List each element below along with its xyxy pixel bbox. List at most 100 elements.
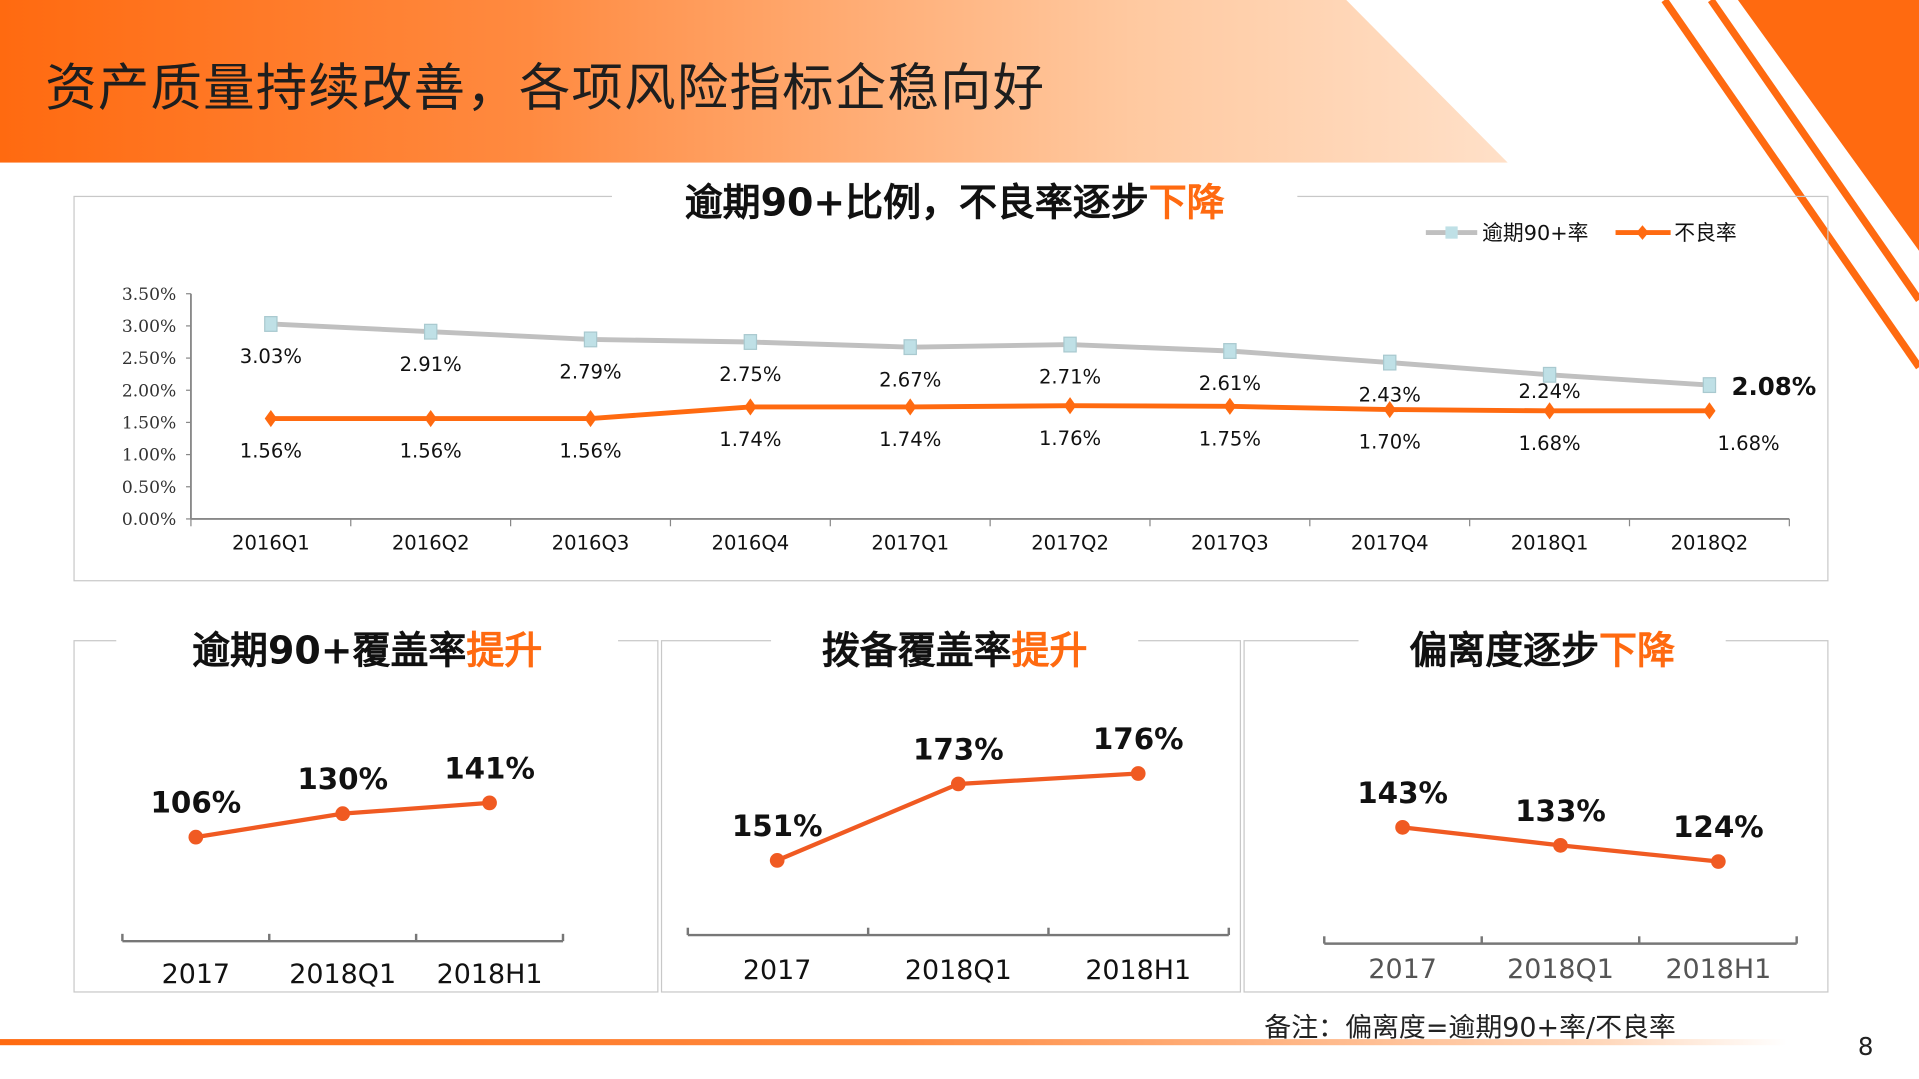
data-label: 1.56% bbox=[240, 440, 302, 463]
point-diamond bbox=[904, 398, 917, 416]
panel-x-label: 2018H1 bbox=[437, 959, 543, 990]
legend-label: 逾期90+率 bbox=[1482, 221, 1588, 245]
x-tick-label: 2017Q1 bbox=[871, 532, 949, 555]
point-diamond bbox=[424, 409, 437, 428]
series-line-0 bbox=[270, 321, 1710, 388]
panel-data-label: 130% bbox=[297, 762, 388, 796]
y-tick-label: 1.50% bbox=[122, 414, 176, 434]
panel-x-label: 2018H1 bbox=[1085, 955, 1191, 986]
data-label: 2.79% bbox=[559, 361, 621, 384]
y-tick-label: 0.00% bbox=[122, 510, 176, 530]
data-label: 1.76% bbox=[1039, 427, 1101, 450]
page-number: 8 bbox=[1857, 1031, 1874, 1062]
legend-label: 不良率 bbox=[1674, 221, 1736, 245]
point-square bbox=[1383, 354, 1397, 371]
point-square bbox=[264, 316, 278, 332]
data-label: 2.71% bbox=[1039, 366, 1101, 389]
panel-x-label: 2018Q1 bbox=[1507, 954, 1614, 985]
panel-data-label: 124% bbox=[1673, 810, 1764, 844]
data-label: 1.68% bbox=[1717, 432, 1779, 455]
legend-marker-grey bbox=[1445, 226, 1458, 239]
panel-x-label: 2017 bbox=[162, 959, 230, 990]
footnote: 备注：偏离度=逾期90+率/不良率 bbox=[1264, 1013, 1676, 1044]
title-highlight: 下降 bbox=[1599, 629, 1675, 674]
panel-data-label: 173% bbox=[913, 732, 1004, 766]
data-label: 3.03% bbox=[240, 345, 302, 368]
point-diamond bbox=[1703, 402, 1716, 420]
title-text: 逾期90+覆盖率 bbox=[192, 629, 467, 674]
panel2-title: 拨备覆盖率提升 bbox=[771, 619, 1139, 675]
panel-x-label: 2018H1 bbox=[1665, 954, 1771, 985]
point-square bbox=[743, 334, 758, 350]
data-label: 2.08% bbox=[1731, 372, 1816, 401]
panel-data-label: 176% bbox=[1093, 722, 1184, 756]
x-tick-label: 2016Q2 bbox=[392, 532, 470, 555]
x-tick-label: 2018Q2 bbox=[1671, 532, 1749, 555]
y-tick-label: 0.50% bbox=[122, 478, 176, 498]
title-highlight: 下降 bbox=[1148, 181, 1225, 226]
data-label: 1.68% bbox=[1518, 432, 1580, 455]
panel-data-label: 133% bbox=[1515, 794, 1606, 828]
data-label: 1.74% bbox=[879, 428, 941, 451]
panel-point bbox=[1711, 854, 1726, 869]
panel-point bbox=[1395, 820, 1410, 835]
data-label: 2.75% bbox=[719, 363, 781, 386]
panel-data-label: 141% bbox=[444, 751, 535, 785]
data-label: 1.70% bbox=[1359, 431, 1421, 454]
panel-x-label: 2018Q1 bbox=[905, 955, 1012, 986]
y-tick-label: 1.00% bbox=[122, 446, 176, 466]
panel-x-label: 2018Q1 bbox=[289, 959, 396, 990]
x-tick-label: 2017Q3 bbox=[1191, 532, 1269, 555]
series-line-1 bbox=[270, 403, 1710, 422]
panel-point bbox=[188, 829, 204, 845]
panel1-title: 逾期90+覆盖率提升 bbox=[116, 619, 619, 675]
panel-data-label: 151% bbox=[732, 809, 823, 843]
top-chart-title: 逾期90+比例，不良率逐步下降 bbox=[611, 171, 1298, 227]
data-label: 1.56% bbox=[559, 440, 621, 463]
panel-x-label: 2017 bbox=[743, 955, 811, 986]
data-label: 1.56% bbox=[400, 440, 462, 463]
y-tick-label: 3.00% bbox=[122, 317, 176, 337]
point-square bbox=[423, 323, 438, 340]
title-banner bbox=[0, 0, 1508, 163]
data-label: 2.43% bbox=[1359, 384, 1421, 407]
point-diamond bbox=[1543, 402, 1556, 420]
title-text: 偏离度逐步 bbox=[1409, 629, 1600, 674]
x-tick-label: 2018Q1 bbox=[1511, 532, 1589, 555]
point-square bbox=[1542, 366, 1557, 383]
point-square bbox=[903, 339, 917, 356]
title-highlight: 提升 bbox=[1011, 629, 1088, 674]
point-square bbox=[1702, 377, 1717, 394]
title-text: 拨备覆盖率 bbox=[821, 629, 1012, 674]
bottom-line bbox=[0, 1039, 1787, 1046]
point-diamond bbox=[744, 398, 757, 416]
point-diamond bbox=[264, 409, 277, 428]
panel-point bbox=[335, 806, 351, 821]
point-diamond bbox=[1383, 400, 1396, 419]
point-diamond bbox=[584, 409, 597, 428]
x-tick-label: 2016Q1 bbox=[232, 532, 310, 555]
x-tick-label: 2017Q2 bbox=[1031, 532, 1109, 555]
point-diamond bbox=[1223, 397, 1237, 415]
panel-x-label: 2017 bbox=[1368, 954, 1436, 985]
legend-marker-orange bbox=[1636, 225, 1649, 240]
data-label: 2.91% bbox=[400, 353, 462, 376]
page-title: 资产质量持续改善，各项风险指标企稳向好 bbox=[45, 57, 1046, 118]
data-label: 1.75% bbox=[1199, 427, 1261, 450]
panel-point bbox=[1553, 838, 1568, 853]
data-label: 2.61% bbox=[1199, 372, 1261, 395]
data-label: 1.74% bbox=[719, 428, 781, 451]
point-square bbox=[1223, 343, 1237, 359]
y-tick-label: 2.00% bbox=[122, 381, 176, 401]
panel-point bbox=[950, 776, 966, 792]
point-square bbox=[583, 331, 598, 348]
x-tick-label: 2017Q4 bbox=[1351, 532, 1429, 555]
panel-data-label: 143% bbox=[1357, 776, 1448, 810]
y-tick-label: 2.50% bbox=[122, 349, 176, 369]
data-label: 2.24% bbox=[1518, 380, 1580, 403]
panel-point bbox=[1130, 766, 1146, 781]
panel-point bbox=[482, 795, 497, 811]
y-tick-label: 3.50% bbox=[122, 285, 176, 305]
